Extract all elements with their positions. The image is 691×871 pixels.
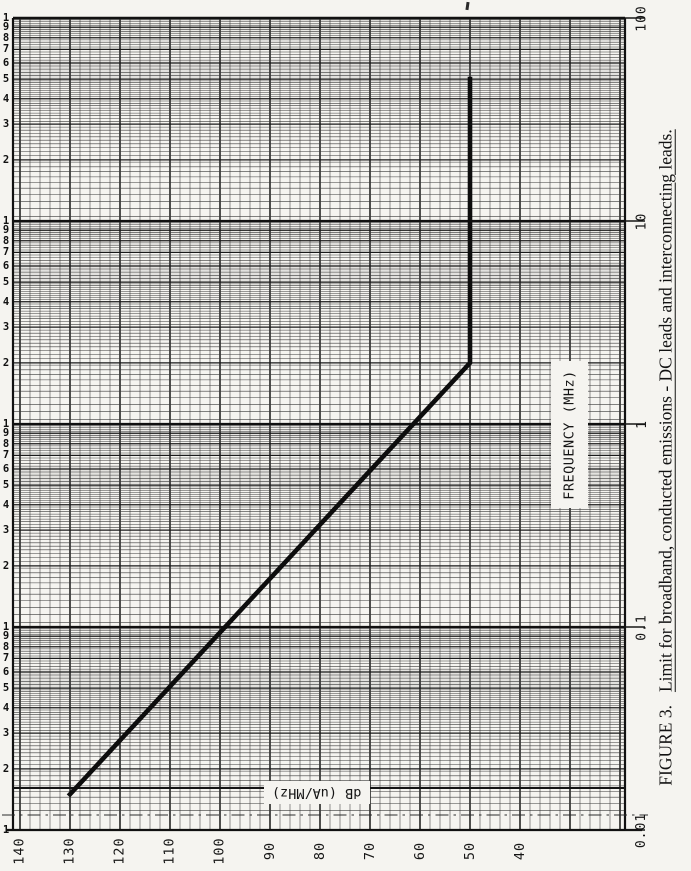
- db-tick-label: 60: [411, 841, 428, 861]
- freq-subdivision-label: 2: [2, 560, 10, 572]
- y-axis-label: dB (uA/MHz): [272, 784, 362, 801]
- freq-subdivision-label: 7: [2, 449, 10, 461]
- x-axis-label: FREQUENCY (MHz): [561, 369, 578, 500]
- freq-subdivision-label: 7: [2, 43, 10, 55]
- db-tick-label: 140: [12, 837, 29, 865]
- db-tick-label: 100: [212, 837, 229, 865]
- db-tick-label: 120: [112, 837, 129, 865]
- freq-subdivision-label: 9: [2, 21, 10, 33]
- freq-subdivision-label: 8: [2, 438, 10, 450]
- freq-subdivision-label: 9: [2, 427, 10, 439]
- grid-and-limit-layer: [2, 16, 648, 832]
- freq-subdivision-label: 7: [2, 246, 10, 258]
- freq-subdivision-label: 5: [2, 276, 10, 288]
- freq-subdivision-label: 4: [2, 296, 10, 308]
- db-tick-label: 130: [62, 837, 79, 865]
- freq-subdivision-label: 4: [2, 93, 10, 105]
- freq-subdivision-label: 6: [2, 666, 10, 678]
- freq-subdivision-label: 1: [2, 824, 10, 836]
- freq-subdivision-label: 5: [2, 479, 10, 491]
- emission-limit-line: [66, 76, 473, 798]
- freq-subdivision-label: 3: [2, 524, 10, 536]
- freq-subdivision-label: 3: [2, 118, 10, 130]
- freq-subdivision-label: 1: [2, 621, 10, 633]
- freq-subdivision-label: 1: [2, 12, 10, 24]
- freq-decade-label: 100: [634, 4, 650, 32]
- db-tick-label: 40: [511, 841, 528, 861]
- freq-subdivision-label: 9: [2, 224, 10, 236]
- freq-subdivision-label: 6: [2, 57, 10, 69]
- db-tick-label: 90: [261, 841, 278, 861]
- figure-title: Limit for broadband, conducted emissions…: [655, 129, 676, 693]
- freq-subdivision-label: 8: [2, 641, 10, 653]
- db-tick-label: 80: [311, 841, 328, 861]
- freq-subdivision-label: 5: [2, 682, 10, 694]
- freq-subdivision-label: 2: [2, 154, 10, 166]
- freq-subdivision-label: 4: [2, 702, 10, 714]
- freq-subdivision-label: 6: [2, 463, 10, 475]
- db-tick-label: 110: [162, 837, 179, 865]
- freq-subdivision-label: 1: [2, 418, 10, 430]
- freq-subdivision-label: 6: [2, 260, 10, 272]
- freq-subdivision-label: 4: [2, 499, 10, 511]
- freq-subdivision-label: 1: [2, 215, 10, 227]
- figure-caption: FIGURE 3. Limit for broadband, conducted …: [645, 50, 687, 865]
- figure-number: FIGURE 3.: [655, 705, 676, 786]
- freq-subdivision-label: 2: [2, 763, 10, 775]
- freq-subdivision-label: 5: [2, 73, 10, 85]
- freq-subdivision-label: 2: [2, 357, 10, 369]
- freq-subdivision-label: 8: [2, 32, 10, 44]
- freq-subdivision-label: 9: [2, 630, 10, 642]
- freq-subdivision-label: 3: [2, 727, 10, 739]
- db-tick-label: 70: [361, 841, 378, 861]
- freq-subdivision-label: 3: [2, 321, 10, 333]
- freq-subdivision-label: 8: [2, 235, 10, 247]
- db-tick-label: 50: [461, 841, 478, 861]
- x-axis-label-box: FREQUENCY (MHz): [551, 361, 588, 508]
- freq-subdivision-label: 7: [2, 652, 10, 664]
- y-axis-label-box: dB (uA/MHz): [264, 781, 370, 804]
